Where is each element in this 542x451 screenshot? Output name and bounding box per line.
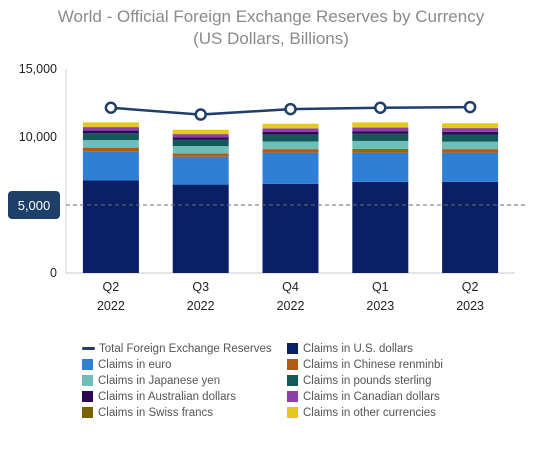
bar-segment (82, 180, 139, 273)
x-tick-label: 2022 (277, 299, 305, 313)
legend: Total Foreign Exchange Reserves Claims in… (82, 342, 512, 419)
legend-label: Claims in U.S. dollars (303, 342, 413, 355)
legend-item: Claims in Australian dollars (82, 390, 287, 403)
bar-segment (352, 148, 409, 153)
x-tick-label: Q2 (103, 280, 120, 294)
bar-segment (172, 156, 229, 185)
bar-segment (262, 123, 319, 129)
bar-segment (442, 152, 499, 182)
bar-segment (352, 140, 409, 149)
bar-segment (172, 184, 229, 273)
total-point (104, 101, 118, 115)
bar-segment (442, 181, 499, 273)
bar-segment (172, 134, 229, 138)
legend-swatch (287, 359, 298, 370)
bar-segment (82, 151, 139, 181)
x-tick-label: 2023 (366, 299, 394, 313)
total-point (284, 102, 297, 116)
legend-label: Claims in pounds sterling (303, 374, 432, 387)
legend-swatch (82, 391, 93, 402)
bar-segment (172, 139, 229, 147)
total-point (194, 108, 207, 121)
legend-swatch (82, 359, 93, 370)
x-tick-label: 2022 (187, 299, 215, 313)
legend-label: Claims in euro (98, 358, 172, 371)
bar-segment (352, 152, 409, 182)
legend-swatch (287, 391, 298, 402)
bar-segment (442, 149, 499, 153)
bar-segment (82, 127, 139, 131)
legend-swatch (82, 407, 93, 418)
bar-segment (442, 128, 499, 132)
x-tick-label: 2023 (456, 299, 484, 313)
highlight-label-box (8, 191, 60, 219)
bar-segment (172, 129, 229, 134)
legend-swatch (287, 375, 298, 386)
legend-label: Claims in Australian dollars (98, 390, 237, 403)
bar-segment (262, 128, 319, 132)
legend-label: Claims in Japanese yen (98, 374, 221, 387)
y-tick-label: 0 (50, 266, 57, 280)
legend-item: Claims in Swiss francs (82, 406, 287, 419)
bar-segment (172, 146, 229, 154)
y-tick-label: 15,000 (19, 62, 57, 76)
bar-segment (262, 152, 319, 184)
legend-label: Claims in Chinese renminbi (303, 358, 443, 371)
bar-segment (262, 141, 319, 150)
bar-segment (172, 153, 229, 157)
total-point (374, 101, 387, 115)
bar-segment (352, 131, 409, 134)
chart-title: World - Official Foreign Exchange Reserv… (57, 7, 485, 26)
legend-label: Claims in Swiss francs (98, 406, 214, 419)
bar-segment (82, 130, 139, 134)
bar-segment (352, 181, 409, 273)
x-tick-label: Q4 (282, 280, 299, 294)
legend-swatch (287, 343, 298, 354)
legend-label: Claims in other currencies (303, 406, 436, 419)
bar-segment (442, 131, 499, 135)
legend-item: Claims in other currencies (287, 406, 492, 419)
bar-segment (82, 140, 139, 148)
bar-segment (172, 137, 229, 140)
legend-item: Claims in Chinese renminbi (287, 358, 492, 371)
bar-segment (442, 134, 499, 142)
legend-item: Claims in euro (82, 358, 287, 371)
bar-segment (262, 131, 319, 135)
legend-item: Claims in Japanese yen (82, 374, 287, 387)
highlight-label: 5,000 (18, 198, 51, 213)
bar-segment (442, 123, 499, 128)
chart-title-block: World - Official Foreign Exchange Reserv… (0, 6, 542, 50)
bar-segment (262, 183, 319, 273)
chart-plot: 0 10,000 15,000 5,000 Q2 2022 Q3 2022 Q4 2022 Q1 20… (8, 62, 528, 313)
bar-segment (262, 149, 319, 153)
x-tick-label: Q1 (372, 280, 389, 294)
y-tick-label: 10,000 (19, 130, 57, 144)
bar-segment (82, 122, 139, 127)
legend-label: Total Foreign Exchange Reserves (99, 342, 272, 355)
x-tick-label: Q3 (192, 280, 209, 294)
legend-line-swatch (82, 347, 95, 350)
x-tick-label: Q2 (462, 280, 479, 294)
legend-item: Total Foreign Exchange Reserves (82, 342, 287, 355)
bar-segment (352, 127, 409, 132)
bar-segment (442, 141, 499, 150)
bar-segment (262, 134, 319, 142)
bar-segment (82, 133, 139, 141)
bar-segment (352, 133, 409, 141)
legend-item: Claims in U.S. dollars (287, 342, 492, 355)
total-point (463, 100, 477, 114)
legend-swatch (287, 407, 298, 418)
legend-swatch (82, 375, 93, 386)
bar-segment (82, 147, 139, 152)
bar-segment (352, 122, 409, 128)
chart-subtitle: (US Dollars, Billions) (193, 29, 349, 48)
x-tick-label: 2022 (97, 299, 125, 313)
legend-grid: Total Foreign Exchange Reserves Claims in… (82, 342, 512, 419)
legend-item: Claims in Canadian dollars (287, 390, 492, 403)
legend-label: Claims in Canadian dollars (303, 390, 440, 403)
legend-item: Claims in pounds sterling (287, 374, 492, 387)
